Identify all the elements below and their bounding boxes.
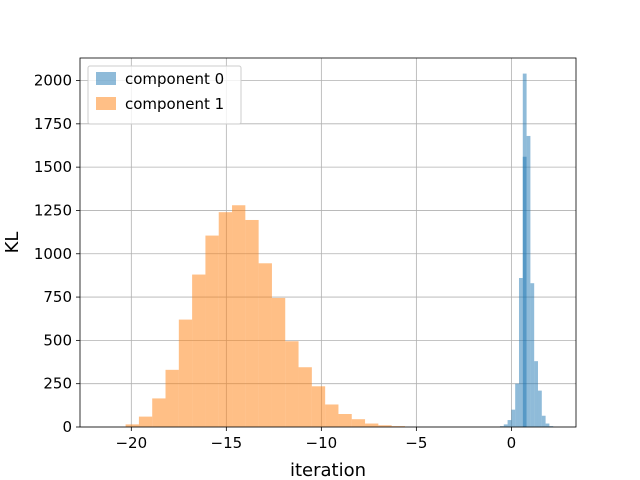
plot-frame: [79, 57, 577, 428]
histogram-bar: [178, 319, 193, 427]
histogram-bar: [245, 219, 259, 427]
histogram-bar: [325, 404, 339, 427]
y-ticks: 0 250 500 750 1000 1250 1500 1750 2000: [34, 72, 80, 436]
histogram-bar: [503, 424, 508, 427]
y-tick-label: 0: [62, 418, 72, 436]
histogram-bar: [192, 274, 206, 427]
histogram-bar: [205, 235, 219, 427]
histogram-bar: [311, 386, 326, 427]
y-tick-label: 500: [43, 331, 72, 349]
histogram-bar: [499, 426, 504, 427]
x-tick-label: −5: [405, 434, 427, 452]
y-tick-label: 1250: [34, 201, 72, 219]
histogram-bar: [138, 416, 153, 427]
histogram-bar: [125, 424, 139, 427]
histogram-bar: [232, 205, 246, 427]
legend-label: component 0: [125, 70, 224, 88]
histogram-bar: [285, 341, 299, 427]
x-axis-label: iteration: [290, 460, 366, 480]
histogram-bar: [530, 283, 535, 427]
histogram-bar: [351, 419, 366, 427]
x-tick-label: −15: [211, 434, 243, 452]
histogram-bar: [298, 367, 312, 427]
y-tick-label: 250: [43, 375, 72, 393]
histogram-bar: [515, 383, 519, 427]
histogram-bar: [271, 297, 286, 427]
histogram-bar: [549, 426, 554, 427]
x-ticks: −20 −15 −10 −5 0: [115, 427, 516, 452]
histogram-bar: [391, 426, 405, 427]
histogram-bar: [152, 398, 166, 427]
histogram-bar: [378, 425, 392, 427]
legend-label: component 1: [125, 95, 224, 113]
histogram-bar: [545, 423, 550, 427]
histogram-bar: [534, 361, 538, 427]
legend-swatch: [96, 97, 116, 110]
bars: [125, 73, 554, 428]
y-tick-label: 750: [43, 288, 72, 306]
histogram-bar: [526, 135, 531, 427]
histogram-bar: [541, 415, 546, 427]
histogram-bar: [365, 423, 379, 427]
x-tick-label: −20: [115, 434, 147, 452]
y-tick-label: 1750: [34, 115, 72, 133]
histogram-bar: [338, 414, 352, 427]
x-tick-label: −10: [306, 434, 338, 452]
legend: component 0 component 1: [87, 65, 242, 125]
y-tick-label: 1500: [34, 158, 72, 176]
y-tick-label: 2000: [34, 72, 72, 90]
histogram-bar: [507, 420, 512, 427]
y-tick-label: 1000: [34, 245, 72, 263]
histogram-bar: [258, 263, 272, 427]
x-tick-label: 0: [507, 434, 517, 452]
histogram-bar: [218, 212, 233, 427]
histogram-bar: [537, 390, 542, 427]
legend-swatch: [96, 72, 116, 85]
histogram-bar: [518, 278, 523, 427]
histogram-bar: [522, 73, 527, 427]
legend-box: [87, 65, 242, 125]
histogram-bar: [165, 369, 179, 427]
histogram-bar: [511, 409, 516, 427]
y-axis-label: KL: [2, 232, 23, 254]
